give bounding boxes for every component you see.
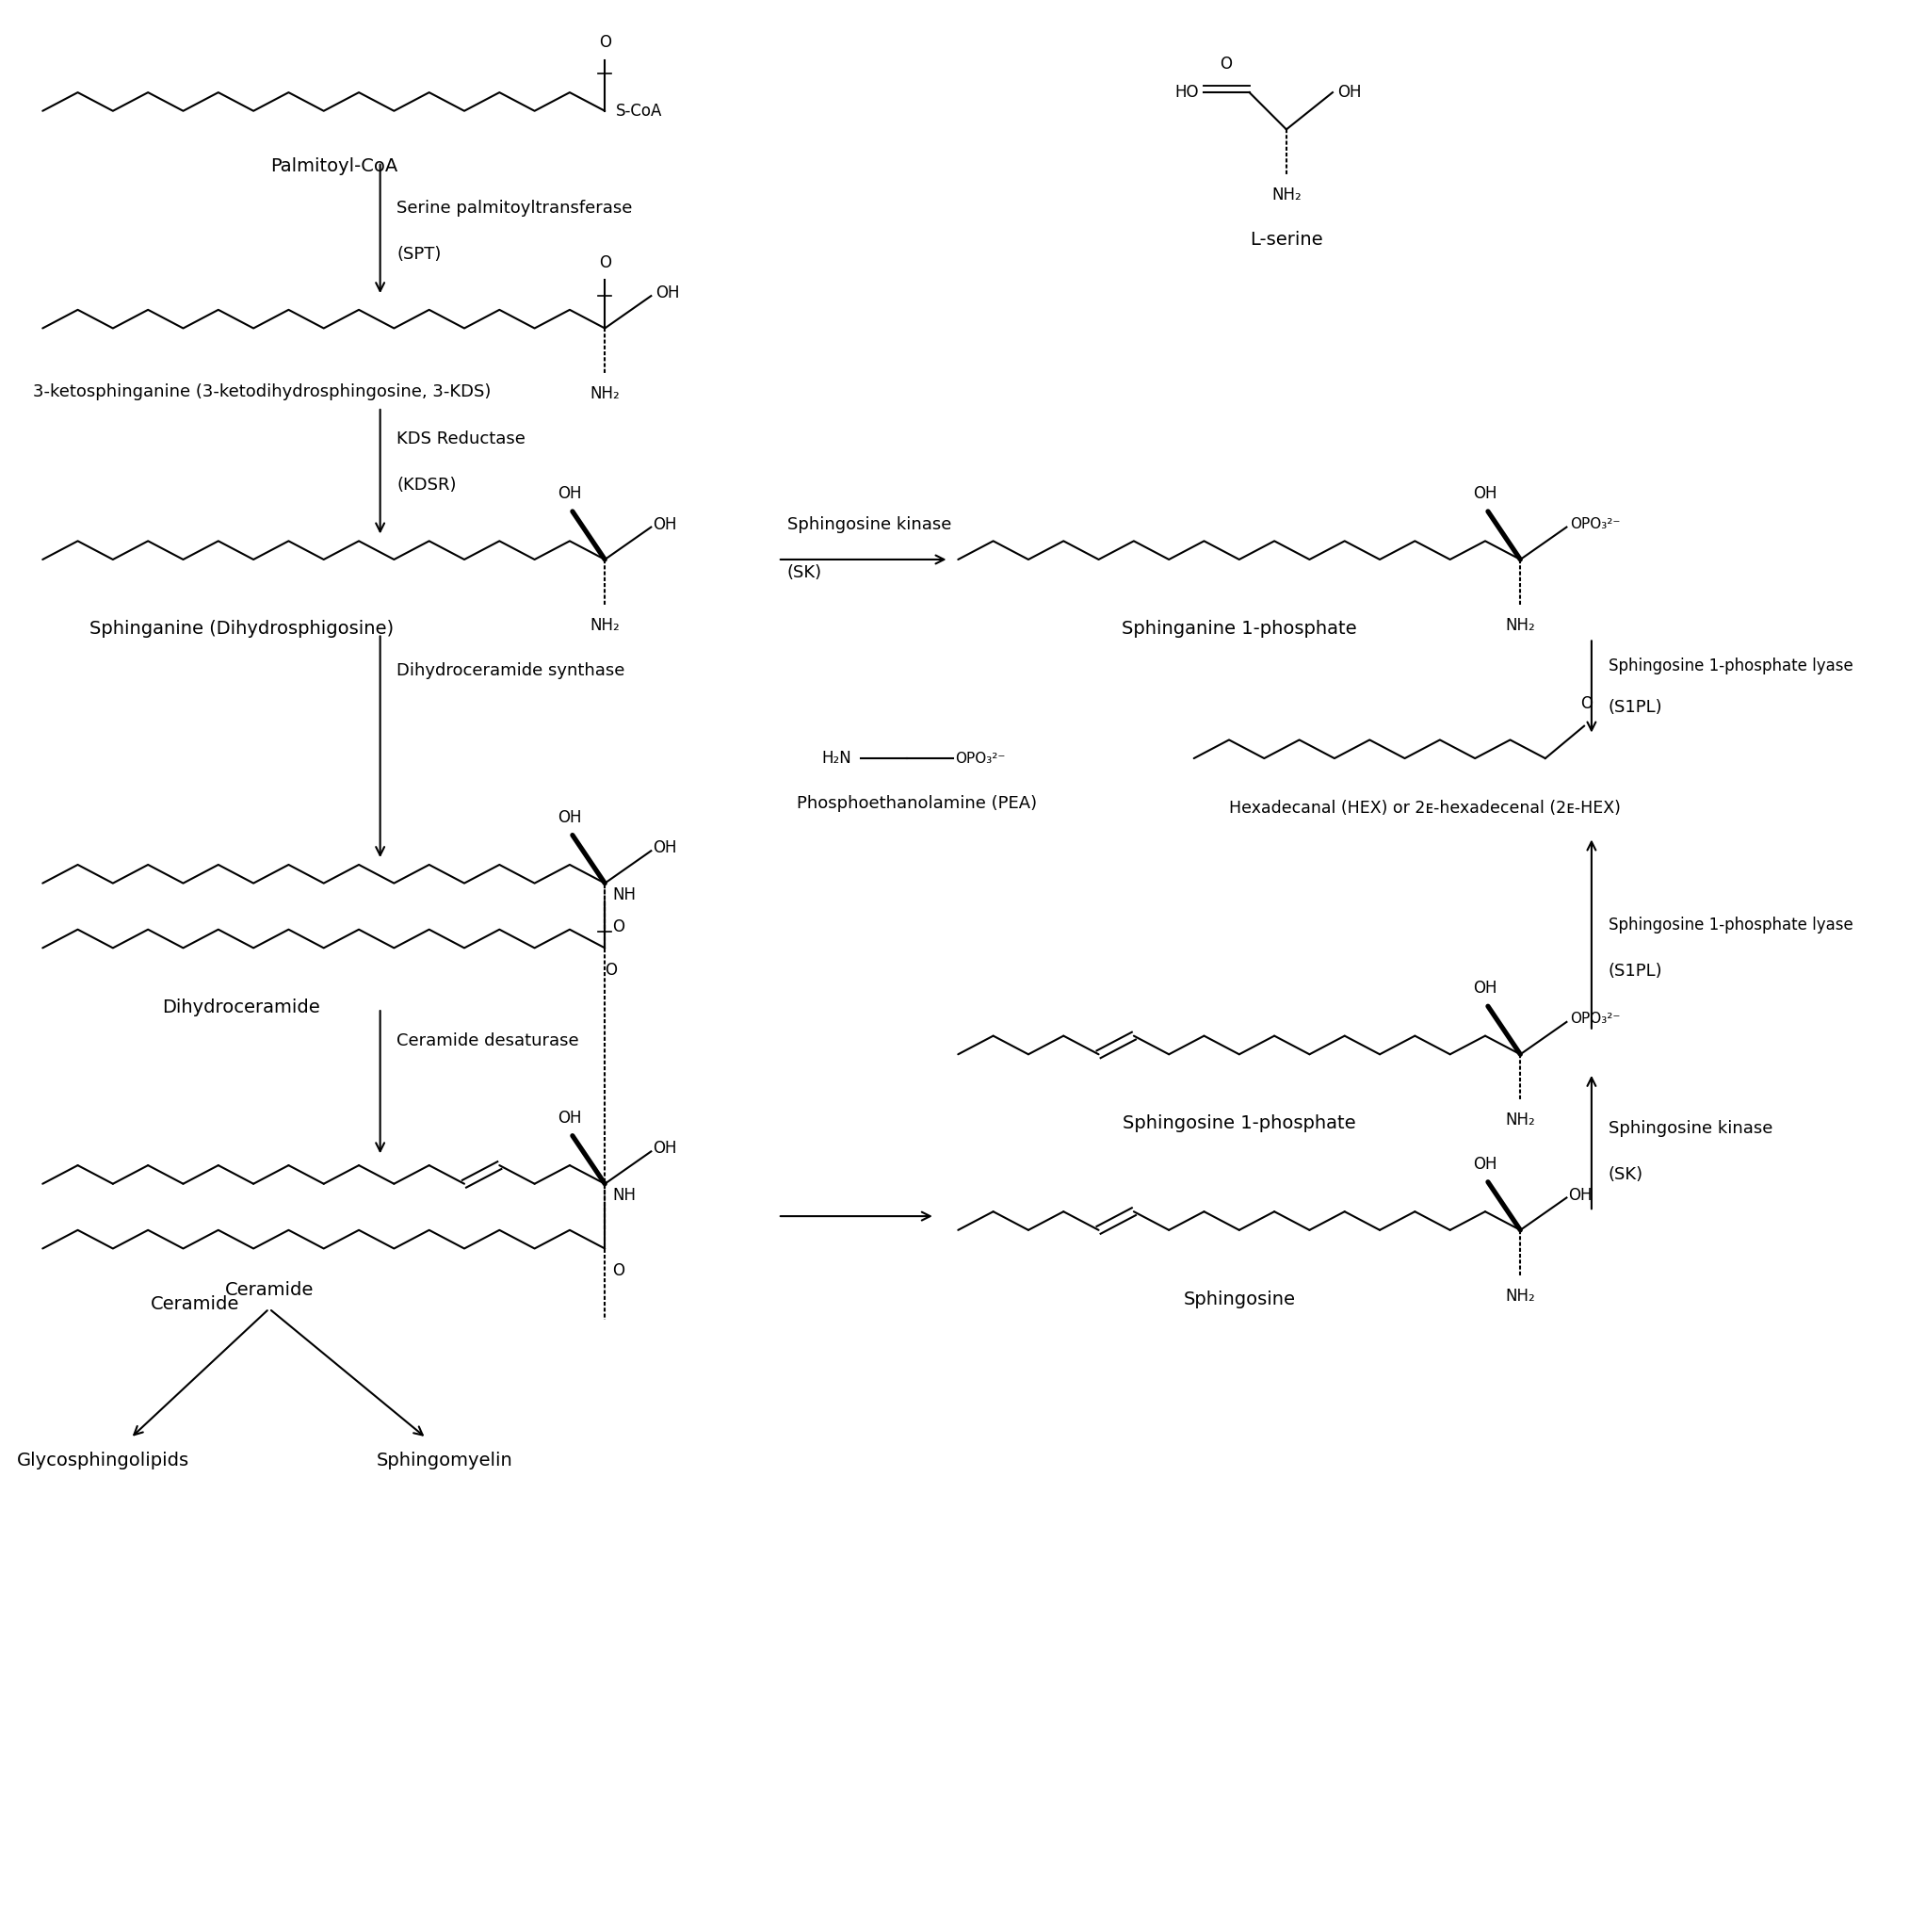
Text: OH: OH [653,516,678,533]
Text: Sphingosine 1-phosphate lyase: Sphingosine 1-phosphate lyase [1607,916,1854,933]
Text: NH₂: NH₂ [1506,1287,1535,1304]
Text: O: O [1220,56,1233,71]
Text: (S1PL): (S1PL) [1607,699,1663,717]
Text: NH₂: NH₂ [1506,1111,1535,1128]
Text: (KDSR): (KDSR) [397,477,456,495]
Text: NH₂: NH₂ [1506,616,1535,634]
Text: OH: OH [557,485,582,502]
Text: S-CoA: S-CoA [617,102,662,120]
Text: Ceramide: Ceramide [225,1281,313,1300]
Text: Ceramide: Ceramide [151,1294,241,1312]
Text: Hexadecanal (HEX) or 2ᴇ-hexadecenal (2ᴇ-HEX): Hexadecanal (HEX) or 2ᴇ-hexadecenal (2ᴇ-… [1229,800,1621,817]
Text: OH: OH [655,284,680,301]
Text: HO: HO [1174,83,1199,100]
Text: OH: OH [1569,1186,1592,1204]
Text: OH: OH [557,810,582,825]
Text: OH: OH [557,1109,582,1126]
Text: (SPT): (SPT) [397,245,441,263]
Text: OPO₃²⁻: OPO₃²⁻ [954,752,1006,765]
Text: NH₂: NH₂ [590,386,620,402]
Text: O: O [613,918,624,935]
Text: OH: OH [1474,1155,1497,1173]
Text: Dihydroceramide synthase: Dihydroceramide synthase [397,663,624,678]
Text: O: O [605,962,617,980]
Text: OPO₃²⁻: OPO₃²⁻ [1571,518,1621,531]
Text: 3-ketosphinganine (3-ketodihydrosphingosine, 3-KDS): 3-ketosphinganine (3-ketodihydrosphingos… [32,384,491,400]
Text: Sphingosine: Sphingosine [1184,1291,1294,1308]
Text: L-serine: L-serine [1250,232,1323,249]
Text: Phosphoethanolamine (PEA): Phosphoethanolamine (PEA) [796,796,1037,811]
Text: NH: NH [613,1186,636,1204]
Text: OH: OH [653,1140,678,1157]
Text: (SK): (SK) [787,564,823,582]
Text: OPO₃²⁻: OPO₃²⁻ [1571,1012,1621,1026]
Text: Sphingomyelin: Sphingomyelin [376,1453,514,1470]
Text: Sphingosine kinase: Sphingosine kinase [1607,1121,1772,1136]
Text: Glycosphingolipids: Glycosphingolipids [17,1453,189,1470]
Text: O: O [599,253,611,270]
Text: KDS Reductase: KDS Reductase [397,431,525,448]
Text: OH: OH [1474,485,1497,502]
Text: Sphinganine (Dihydrosphigosine): Sphinganine (Dihydrosphigosine) [90,620,393,638]
Text: NH₂: NH₂ [1271,187,1302,203]
Text: O: O [1581,696,1592,713]
Text: O: O [613,1262,624,1279]
Text: O: O [599,35,611,50]
Text: H₂N: H₂N [823,750,851,767]
Text: Dihydroceramide: Dihydroceramide [162,999,321,1016]
Text: Ceramide desaturase: Ceramide desaturase [397,1032,578,1049]
Text: Sphinganine 1-phosphate: Sphinganine 1-phosphate [1122,620,1357,638]
Text: Sphingosine 1-phosphate lyase: Sphingosine 1-phosphate lyase [1607,657,1854,674]
Text: Serine palmitoyltransferase: Serine palmitoyltransferase [397,199,632,216]
Text: OH: OH [1474,980,1497,997]
Text: OH: OH [653,840,678,856]
Text: Sphingosine 1-phosphate: Sphingosine 1-phosphate [1122,1115,1355,1132]
Text: Sphingosine kinase: Sphingosine kinase [787,516,951,533]
Text: NH₂: NH₂ [590,616,620,634]
Text: OH: OH [1336,83,1361,100]
Text: Palmitoyl-CoA: Palmitoyl-CoA [271,156,397,176]
Text: (S1PL): (S1PL) [1607,962,1663,980]
Text: (SK): (SK) [1607,1167,1644,1182]
Text: NH: NH [613,887,636,904]
